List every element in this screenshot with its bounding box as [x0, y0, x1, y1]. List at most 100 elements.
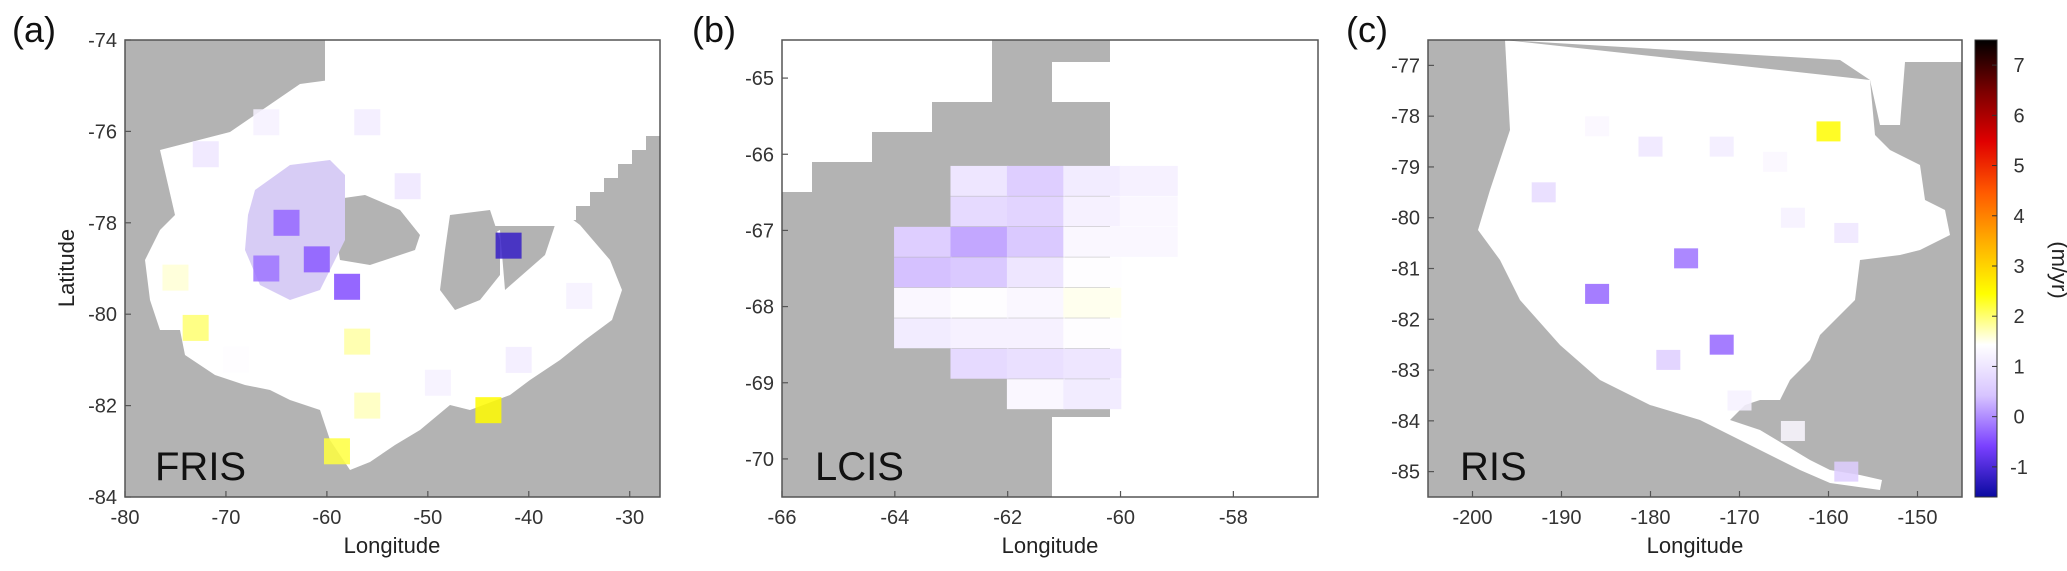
panel-cell [950, 348, 1009, 379]
panel-b-ocean-notch [1052, 417, 1110, 497]
panel-cell [303, 246, 330, 273]
y-tick-label: -67 [745, 220, 774, 242]
panel-cell [1063, 348, 1122, 379]
x-tick-label: -180 [1630, 507, 1670, 529]
panel-cell [1063, 287, 1122, 318]
y-tick-label: -74 [88, 30, 117, 52]
panel-cell [1834, 461, 1859, 482]
y-tick-label: -80 [1391, 208, 1420, 230]
panel-cell [1119, 226, 1178, 257]
panel-b-frame [781, 39, 1319, 498]
panel-cell [1119, 196, 1178, 227]
x-tick-label: -60 [1106, 507, 1135, 529]
panel-cell [1063, 257, 1122, 288]
panel-a-xlabel: Longitude [344, 533, 441, 558]
y-tick-label: -70 [745, 449, 774, 471]
panel-cell [394, 173, 421, 200]
panel-a-label: (a) [12, 9, 56, 50]
panel-cell [894, 287, 953, 318]
panel-cell [344, 328, 371, 355]
panel-cell [894, 226, 953, 257]
x-tick-label: -60 [312, 507, 341, 529]
panel-c-inset-label: RIS [1460, 445, 1527, 489]
y-tick-label: -83 [1391, 360, 1420, 382]
panel-cell [1780, 420, 1805, 441]
panel-cell [950, 257, 1009, 288]
x-tick-label: -200 [1452, 507, 1492, 529]
panel-a-ice-shelf [145, 80, 622, 470]
y-tick-label: -69 [745, 373, 774, 395]
panel-cell [323, 438, 350, 465]
y-tick-label: -79 [1391, 157, 1420, 179]
colorbar-tick-label: 3 [2013, 256, 2024, 278]
colorbar-tick-label: 5 [2013, 156, 2024, 178]
panel-cell [1119, 165, 1178, 196]
panel-cell [1834, 222, 1859, 243]
panel-cell [950, 318, 1009, 349]
colorbar-ticks: -1 0 1 2 3 4 5 6 7 [1992, 55, 2028, 479]
x-tick-label: -40 [514, 507, 543, 529]
panel-cell [950, 287, 1009, 318]
panel-b-label: (b) [692, 9, 736, 50]
y-tick-label: -68 [745, 297, 774, 319]
panel-cell [1531, 182, 1556, 203]
panel-cell [1063, 196, 1122, 227]
panel-cell [1063, 226, 1122, 257]
colorbar-tick-label: 6 [2013, 105, 2024, 127]
panel-cell [950, 165, 1009, 196]
panel-c-open-ocean [1505, 40, 1962, 125]
panel-cell [424, 369, 451, 396]
panel-c-cells [1531, 116, 1859, 482]
panel-c-xlabel: Longitude [1647, 533, 1744, 558]
panel-cell [1763, 151, 1788, 172]
x-tick-label: -30 [615, 507, 644, 529]
panel-cell [1006, 257, 1065, 288]
x-tick-label: -160 [1808, 507, 1848, 529]
colorbar-gradient [1974, 39, 1998, 498]
panel-cell [475, 397, 502, 424]
panel-cell [354, 392, 381, 419]
y-tick-label: -81 [1391, 259, 1420, 281]
panel-cell [1727, 390, 1752, 411]
panel-c-map [1428, 40, 1962, 497]
colorbar-tick-label: 2 [2013, 306, 2024, 328]
panel-a-fris: (a) -80 -70 -60 -50 -40 -30 -74 -76 -78 -80 -82 -84… [12, 9, 661, 558]
colorbar: -1 0 1 2 3 4 5 6 7 (m/yr) [1974, 39, 2067, 498]
panel-cell [950, 196, 1009, 227]
y-tick-label: -82 [88, 396, 117, 418]
panel-b-inset-label: LCIS [815, 445, 904, 489]
colorbar-tick-label: 1 [2013, 356, 2024, 378]
panel-cell [1709, 334, 1734, 355]
x-tick-label: -50 [413, 507, 442, 529]
y-tick-label: -76 [88, 121, 117, 143]
panel-c-ice-shelf [1478, 40, 1950, 490]
y-tick-label: -85 [1391, 462, 1420, 484]
panel-cell [273, 209, 300, 236]
panel-cell [1709, 136, 1734, 157]
panel-c-ticks: -200 -190 -180 -170 -160 -150 -77 -78 -79 -80 -81 -… [1391, 55, 1937, 529]
panel-cell [162, 264, 189, 291]
panel-cell [253, 109, 280, 136]
colorbar-label: (m/yr) [2047, 241, 2067, 298]
panel-a-cells [162, 109, 593, 465]
panel-b-xlabel: Longitude [1002, 533, 1099, 558]
panel-cell [223, 346, 250, 373]
panel-cell [354, 109, 381, 136]
panel-cell [505, 346, 532, 373]
panel-cell [894, 318, 953, 349]
panel-a-map [125, 40, 660, 497]
x-tick-label: -80 [111, 507, 140, 529]
panel-cell [253, 255, 280, 282]
x-tick-label: -190 [1541, 507, 1581, 529]
panel-cell [1006, 379, 1065, 410]
panel-cell [1585, 116, 1610, 137]
y-tick-label: -66 [745, 144, 774, 166]
panel-cell [566, 282, 593, 309]
panel-b-map [782, 40, 1318, 497]
colorbar-tick-label: -1 [2010, 457, 2028, 479]
x-tick-label: -64 [880, 507, 909, 529]
panel-cell [495, 232, 522, 259]
panel-cell [894, 257, 953, 288]
panel-cell [950, 226, 1009, 257]
